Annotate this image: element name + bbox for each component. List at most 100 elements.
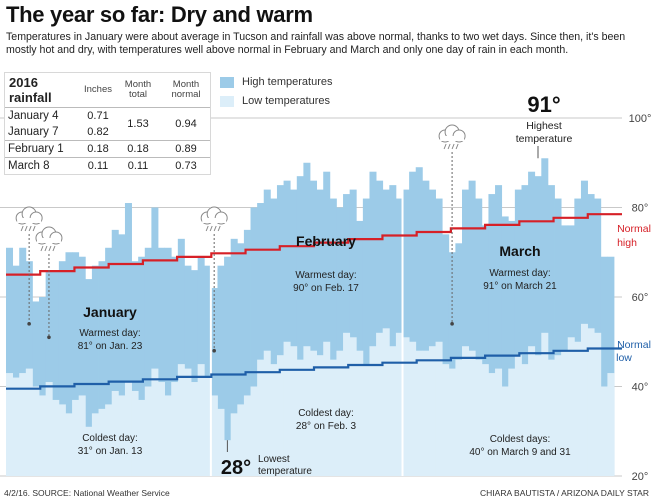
annotation-march_warm: Warmest day:	[489, 268, 550, 279]
low-temp-bar	[554, 355, 562, 476]
legend-high-label: High temperatures	[242, 76, 333, 88]
high-temp-bar	[541, 158, 549, 476]
low-temp-bar	[455, 359, 463, 476]
low-temp-bar	[481, 364, 489, 476]
low-temp-bar	[448, 368, 456, 476]
row-inches: 0.11	[82, 157, 114, 174]
rain-drop	[447, 143, 451, 150]
high-temp-bar	[98, 261, 106, 476]
rain-drop	[32, 225, 36, 232]
rain-cloud-icon	[200, 206, 228, 353]
row-total: 1.53	[114, 107, 162, 141]
low-temp-bar	[6, 373, 14, 476]
high-temp-bar	[19, 247, 27, 476]
low-temp-bar	[567, 337, 575, 476]
high-temp-bar	[85, 279, 93, 476]
annotation-january_warm: Warmest day:	[79, 328, 140, 339]
low-temp-bar	[158, 382, 166, 476]
rain-drop	[40, 245, 44, 252]
high-temp-bar	[250, 207, 258, 476]
low-temp-bar	[303, 346, 311, 476]
low-temp-bar	[58, 404, 66, 476]
high-temp-bar	[204, 265, 212, 476]
low-temp-bar	[395, 332, 403, 476]
rain-dot	[47, 335, 51, 340]
low-temp-bar	[290, 346, 298, 476]
row-date: February 1	[5, 140, 82, 158]
low-temp-bar	[475, 359, 483, 476]
page-title: The year so far: Dry and warm	[6, 2, 313, 27]
low-temp-bar	[528, 346, 536, 476]
low-temp-bar	[521, 364, 529, 476]
annotation-february_cold: 28° on Feb. 3	[296, 421, 357, 432]
low-temp-bar	[561, 350, 569, 476]
rain-drop	[443, 143, 447, 150]
low-temp-bar	[508, 368, 516, 476]
high-temp-bar	[356, 220, 364, 476]
header-inches: Inches	[84, 84, 112, 95]
annotation-march_cold: 40° on March 9 and 31	[469, 447, 571, 458]
legend-low-swatch	[220, 95, 234, 107]
legend-high: High temperatures	[220, 76, 333, 88]
annotation-january_warm: 81° on Jan. 23	[78, 341, 143, 352]
low-temp-bar	[237, 404, 245, 476]
lowest-value: 28°	[221, 457, 251, 479]
normal-low-label: Normal	[617, 339, 651, 351]
high-temp-bar	[316, 189, 324, 476]
high-temp-bar	[409, 171, 417, 476]
high-temp-bar	[237, 243, 245, 476]
high-temp-bar	[257, 203, 265, 476]
low-temp-bar	[45, 382, 53, 476]
high-temp-bar	[349, 189, 357, 476]
low-temp-bar	[184, 368, 192, 476]
high-temp-bar	[488, 194, 496, 476]
low-temp-bar	[541, 332, 549, 476]
low-temp-bar	[547, 359, 555, 476]
rain-drop	[28, 225, 32, 232]
low-temp-bar	[389, 346, 397, 476]
rain-dot	[450, 322, 454, 326]
low-temp-bar	[422, 350, 430, 476]
rain-drop	[217, 225, 221, 232]
y-tick-label: 100°	[629, 113, 652, 125]
high-temp-bar	[462, 189, 470, 476]
rain-drop	[205, 225, 209, 232]
rain-dot	[27, 322, 31, 326]
row-total: 0.18	[114, 140, 162, 158]
high-temp-bar	[475, 198, 483, 477]
low-temp-bar	[118, 395, 126, 476]
low-temp-bar	[270, 364, 278, 476]
month-label: January	[83, 304, 137, 320]
low-temp-bar	[574, 341, 582, 476]
high-temp-bar	[508, 220, 516, 476]
high-temp-bar	[468, 180, 476, 476]
high-temp-bar	[574, 198, 582, 477]
high-temp-bar	[217, 265, 225, 476]
high-temp-bar	[78, 256, 86, 476]
lowest-label: Lowest	[258, 454, 290, 465]
high-temp-bar	[442, 234, 450, 476]
high-temp-bar	[547, 185, 555, 476]
normal-low-label: low	[616, 352, 632, 364]
y-tick-label: 40°	[632, 382, 649, 394]
high-temp-bar	[210, 288, 218, 476]
low-temp-bar	[98, 408, 106, 476]
high-temp-bar	[534, 176, 542, 477]
annotation-february_warm: 90° on Feb. 17	[293, 283, 359, 294]
high-temp-bar	[428, 189, 436, 476]
high-temp-bar	[105, 247, 113, 476]
high-temp-bar	[389, 185, 397, 476]
y-tick-label: 60°	[632, 292, 649, 304]
low-temp-bar	[409, 341, 417, 476]
credit-note: CHIARA BAUTISTA / ARIZONA DAILY STAR	[480, 488, 649, 498]
annotation-january_cold: Coldest day:	[82, 433, 138, 444]
low-temp-bar	[138, 399, 146, 476]
low-temp-bar	[468, 350, 476, 476]
high-temp-bar	[521, 185, 529, 476]
normal-high-label: Normal	[617, 223, 651, 235]
row-date: January 4	[5, 107, 82, 124]
low-temp-bar	[210, 395, 218, 476]
highest-label: temperature	[516, 133, 573, 145]
cloud-base	[17, 218, 42, 223]
low-temp-bar	[514, 355, 522, 476]
